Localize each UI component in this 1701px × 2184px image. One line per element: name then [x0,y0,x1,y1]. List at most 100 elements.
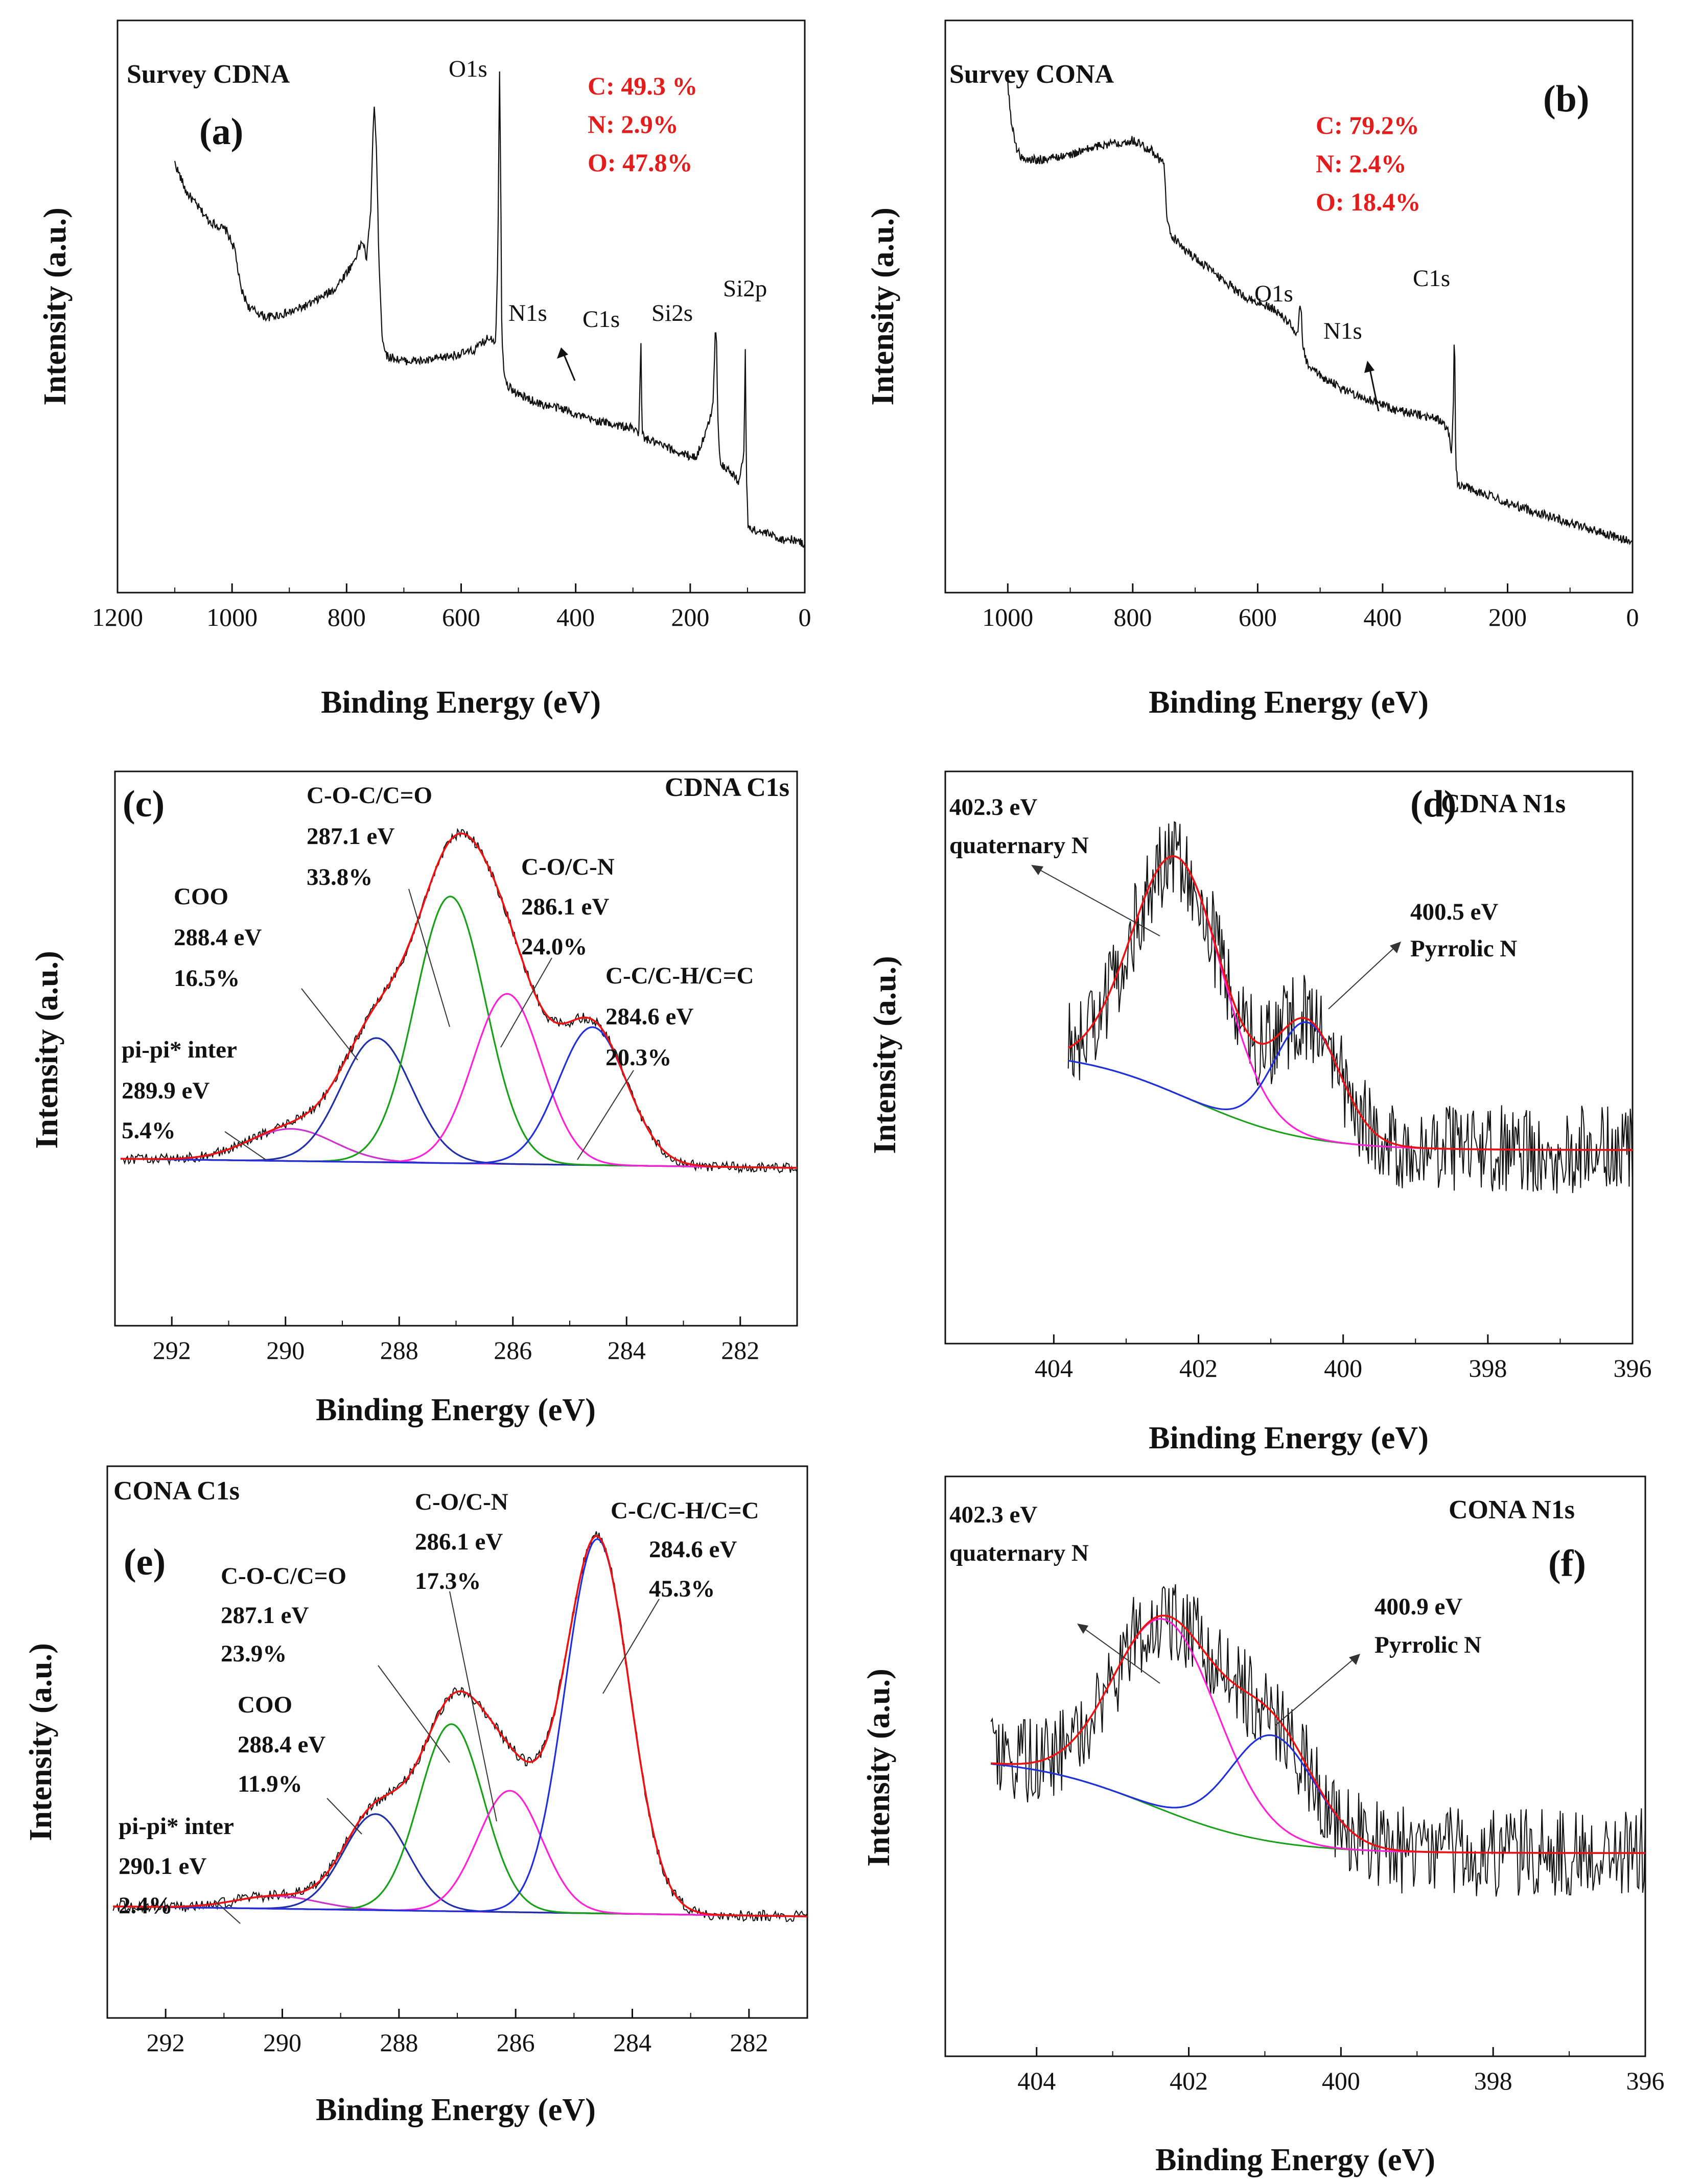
panel-b: 1000 800 600 400 200 0 Survey CONA (b) C: 79.… [866,19,1639,720]
arrowhead-quat-f [1077,1624,1088,1634]
ann-coo-energy-e: 288.4 eV [238,1731,325,1758]
ann-cc-name-c: C-C/C-H/C=C [605,962,754,989]
ann-cc-energy-c: 284.6 eV [605,1003,693,1030]
x-tick-label-c-4: 284 [608,1336,646,1365]
panel-a: 1200 1000 800 600 400 200 0 Survey CDNA (a) C:… [38,19,811,720]
panel-title-e: CONA C1s [113,1476,240,1506]
panel-label-a: (a) [199,111,243,153]
peak-label-c1s-a: C1s [582,306,620,333]
pointer-coo-e [327,1798,362,1835]
component-line-c-3 [121,993,797,1169]
component-line-c-0 [121,1128,797,1169]
ann-coc-energy-c: 287.1 eV [307,823,394,850]
plot-frame-d [944,770,1634,1345]
raw-data-line-c [120,828,798,1174]
component-line-d-0 [1067,855,1633,1151]
ann-quat-name-d: quaternary N [949,832,1089,859]
ann-coc-percent-e: 23.9% [221,1640,287,1667]
pointer-pyr-f [1274,1657,1356,1726]
x-tick-label-c-5: 282 [721,1336,759,1365]
pointer-coc-e [378,1665,450,1763]
x-ticks-d: 404 402 400 398 396 [1035,1334,1652,1382]
ann-quat-energy-f: 402.3 eV [949,1501,1037,1528]
composition-o-b: O: 18.4% [1316,187,1421,216]
x-tick-label-c-1: 290 [266,1336,305,1365]
x-ticks-c: 292 290 288 286 284 282 [153,1317,759,1365]
arrowhead-quat-d [1031,865,1043,875]
ann-co-name-e: C-O/C-N [415,1489,508,1515]
panel-d: 404 402 400 398 396 (d) CDNA N1s 402.3 eV qu… [868,770,1652,1455]
arrow-n1s-b [1368,366,1380,412]
ann-quat-name-f: quaternary N [949,1540,1089,1566]
x-tick-label-e-1: 290 [263,2028,301,2057]
composition-n-b: N: 2.4% [1316,149,1407,178]
envelope-line-f [991,1614,1645,1854]
x-tick-label-a-0: 1200 [92,603,143,631]
pointer-coo-c [301,988,358,1061]
x-tick-label-b-0: 1000 [982,603,1033,631]
ann-coo-percent-c: 16.5% [174,965,240,992]
x-tick-label-a-2: 800 [328,603,366,631]
x-tick-label-b-4: 200 [1488,603,1527,631]
x-tick-label-f-2: 400 [1322,2066,1360,2095]
x-tick-label-d-4: 396 [1614,1354,1652,1382]
marks-f [990,1584,1646,1897]
component-line-e-3 [113,1790,807,1917]
marks-b [1007,80,1633,546]
ann-co-percent-e: 17.3% [415,1568,481,1594]
x-tick-label-f-0: 404 [1017,2066,1056,2095]
x-axis-label-b: Binding Energy (eV) [1149,685,1429,720]
pointer-cc-c [577,1070,634,1160]
panel-title-d: CDNA N1s [1441,789,1566,818]
x-tick-label-a-6: 0 [799,603,811,631]
x-tick-label-b-2: 600 [1239,603,1277,631]
x-tick-label-c-0: 292 [153,1336,191,1365]
panel-e: 292 290 288 286 284 282 CONA C1s (e) C-O-C/C=… [24,1465,808,2127]
panel-label-b: (b) [1543,78,1589,120]
ann-cc-percent-c: 20.3% [605,1044,671,1071]
ann-pipi-name-c: pi-pi* inter [122,1037,237,1063]
pointer-pipi-e [214,1900,241,1924]
arrow-n1s-a [562,352,576,381]
x-tick-label-d-0: 404 [1035,1354,1073,1382]
x-tick-label-d-2: 400 [1324,1354,1362,1382]
x-tick-label-c-3: 286 [494,1336,532,1365]
peak-label-n1s-b: N1s [1323,318,1362,344]
x-ticks-f: 404 402 400 398 396 [1017,2047,1665,2095]
ann-coo-name-e: COO [238,1692,292,1718]
pointer-quat-f [1082,1627,1160,1684]
peak-label-si2p-a: Si2p [723,275,767,302]
raw-data-line-f [990,1584,1646,1897]
marks-a [174,71,806,548]
plot-frame-a [116,19,806,594]
x-tick-label-a-3: 600 [442,603,480,631]
x-tick-label-d-1: 402 [1179,1354,1218,1382]
y-axis-label-f: Intensity (a.u.) [861,1669,896,1867]
x-tick-label-e-3: 286 [497,2028,535,2057]
panel-f: 404 402 400 398 396 402.3 eV quaternary N CO… [861,1475,1665,2177]
x-tick-label-a-1: 1000 [206,603,258,631]
composition-c-b: C: 79.2% [1316,111,1419,139]
pointer-co-e [449,1591,497,1822]
x-tick-label-c-2: 288 [380,1336,418,1365]
x-tick-label-b-3: 400 [1363,603,1402,631]
ann-coc-name-c: C-O-C/C=O [307,782,432,809]
pointer-co-c [500,957,552,1048]
x-ticks-a: 1200 1000 800 600 400 200 0 [92,583,811,631]
ann-pyr-energy-f: 400.9 eV [1374,1593,1462,1620]
pointer-coc-c [408,888,450,1027]
ann-co-energy-e: 286.1 eV [415,1529,503,1555]
x-tick-label-b-1: 800 [1113,603,1152,631]
peak-label-o1s-a: O1s [449,56,487,82]
arrowhead-pyr-d [1390,942,1401,953]
x-ticks-b: 1000 800 600 400 200 0 [982,583,1639,631]
x-tick-label-e-2: 288 [380,2028,418,2057]
ann-pyr-name-d: Pyrrolic N [1410,935,1517,962]
ann-pyr-energy-d: 400.5 eV [1410,899,1498,925]
x-tick-label-d-3: 398 [1469,1354,1507,1382]
x-tick-label-e-5: 282 [730,2028,768,2057]
peak-label-c1s-b: C1s [1413,265,1450,292]
ann-coc-energy-e: 287.1 eV [221,1602,309,1629]
arrowhead-n1s-a [557,347,568,359]
